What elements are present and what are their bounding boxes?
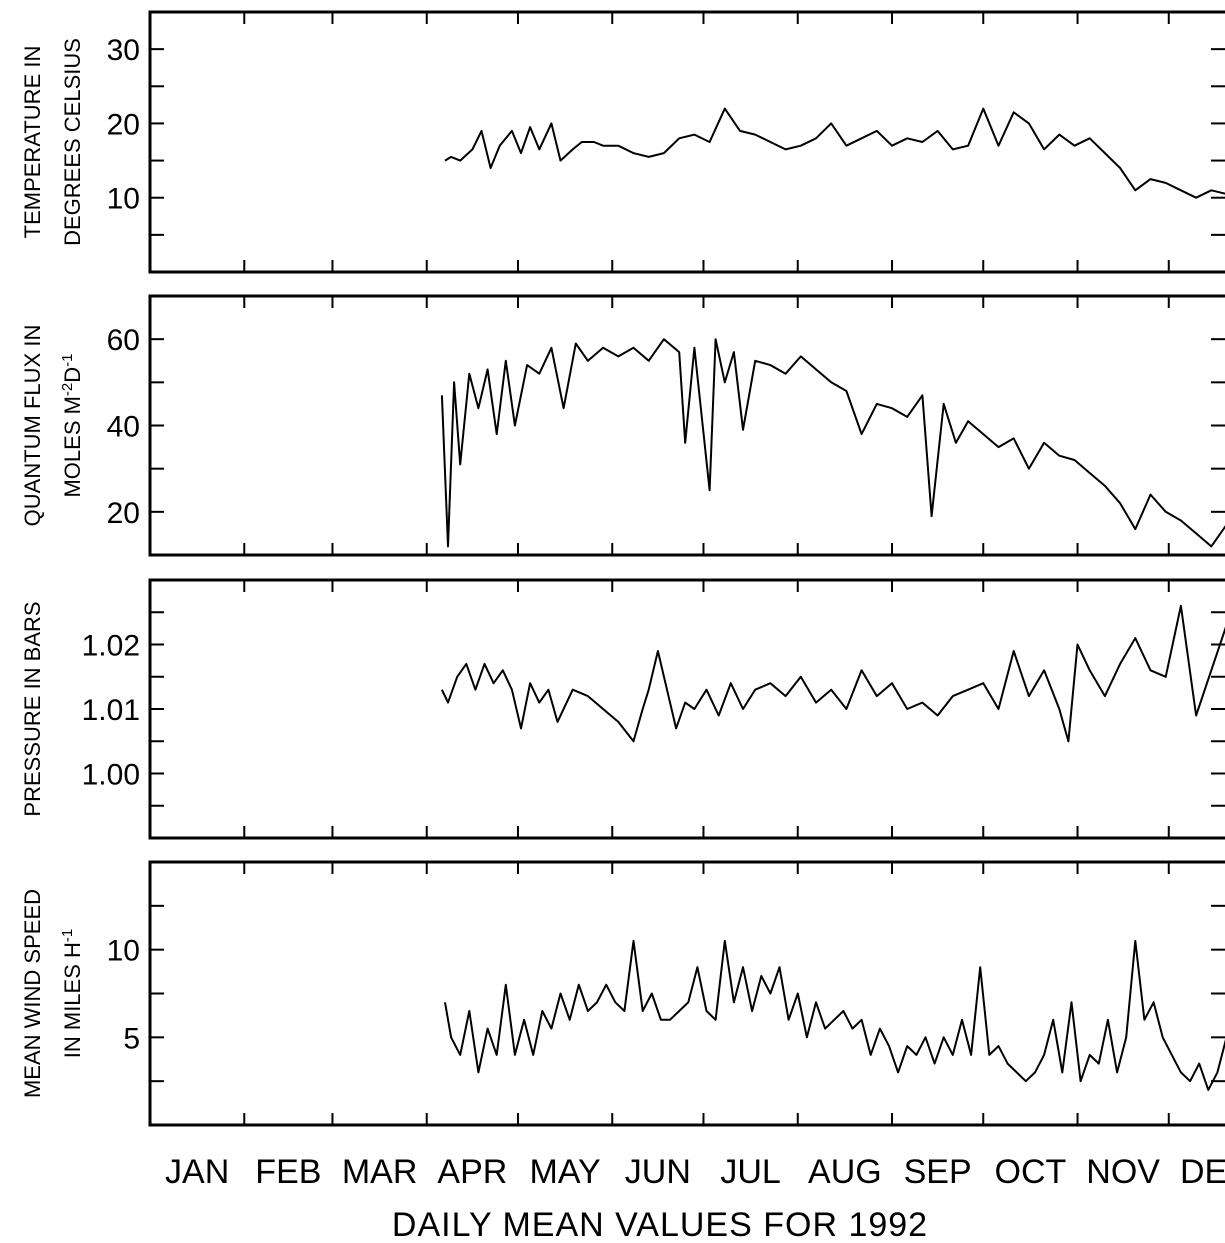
y-tick-label: 1.01 <box>82 694 140 727</box>
month-label: AUG <box>808 1153 882 1191</box>
month-label: MAY <box>530 1153 601 1191</box>
month-label: APR <box>437 1153 507 1191</box>
y-tick-label: 40 <box>107 411 140 444</box>
y-tick-label: 30 <box>107 34 140 67</box>
y-tick-label: 1.02 <box>82 630 140 663</box>
panel-frame <box>148 578 1225 840</box>
month-label: NOV <box>1086 1153 1160 1191</box>
data-series-line <box>444 939 1225 1091</box>
month-label: OCT <box>995 1153 1067 1191</box>
y-axis-label: QUANTUM FLUX IN <box>20 325 45 527</box>
y-tick-label: 10 <box>107 935 140 968</box>
y-axis-label: TEMPERATURE IN <box>20 46 45 239</box>
month-label: MAR <box>342 1153 418 1191</box>
panel-3: 1.02 1.01 1.00 PRESSURE IN BARS <box>20 578 1225 840</box>
y-tick-label: 20 <box>107 108 140 141</box>
month-label: JUN <box>625 1153 691 1191</box>
month-label: JAN <box>165 1153 229 1191</box>
y-axis-label: PRESSURE IN BARS <box>20 601 45 816</box>
y-axis-label: MOLES M-2D-1 <box>59 353 86 497</box>
month-label: SEP <box>904 1153 972 1191</box>
panel-frame <box>148 860 1225 1127</box>
y-tick-label: 60 <box>107 324 140 357</box>
y-tick-label: 1.00 <box>82 759 140 792</box>
month-label: JUL <box>720 1153 780 1191</box>
data-series-line <box>444 107 1225 199</box>
data-series-line <box>440 338 1225 548</box>
y-axis-label: MEAN WIND SPEED <box>20 889 45 1098</box>
panel-4: 10 5 MEAN WIND SPEED IN MILES H-1 <box>20 860 1225 1127</box>
data-series-line <box>440 604 1225 743</box>
x-axis-title: DAILY MEAN VALUES FOR 1992 <box>392 1206 928 1243</box>
panel-frame <box>148 10 1225 274</box>
y-axis-label: DEGREES CELSIUS <box>60 38 85 246</box>
y-axis-label: IN MILES H-1 <box>59 929 86 1058</box>
panel-1: 30 20 10 TEMPERATURE IN DEGREES CELSIUS <box>20 10 1225 274</box>
month-label: DEC <box>1180 1153 1225 1191</box>
y-tick-label: 10 <box>107 183 140 216</box>
panel-2: 60 40 20 QUANTUM FLUX IN MOLES M-2D-1 <box>20 294 1225 557</box>
month-label: FEB <box>255 1153 321 1191</box>
y-tick-label: 5 <box>123 1022 140 1055</box>
y-tick-label: 20 <box>107 497 140 530</box>
